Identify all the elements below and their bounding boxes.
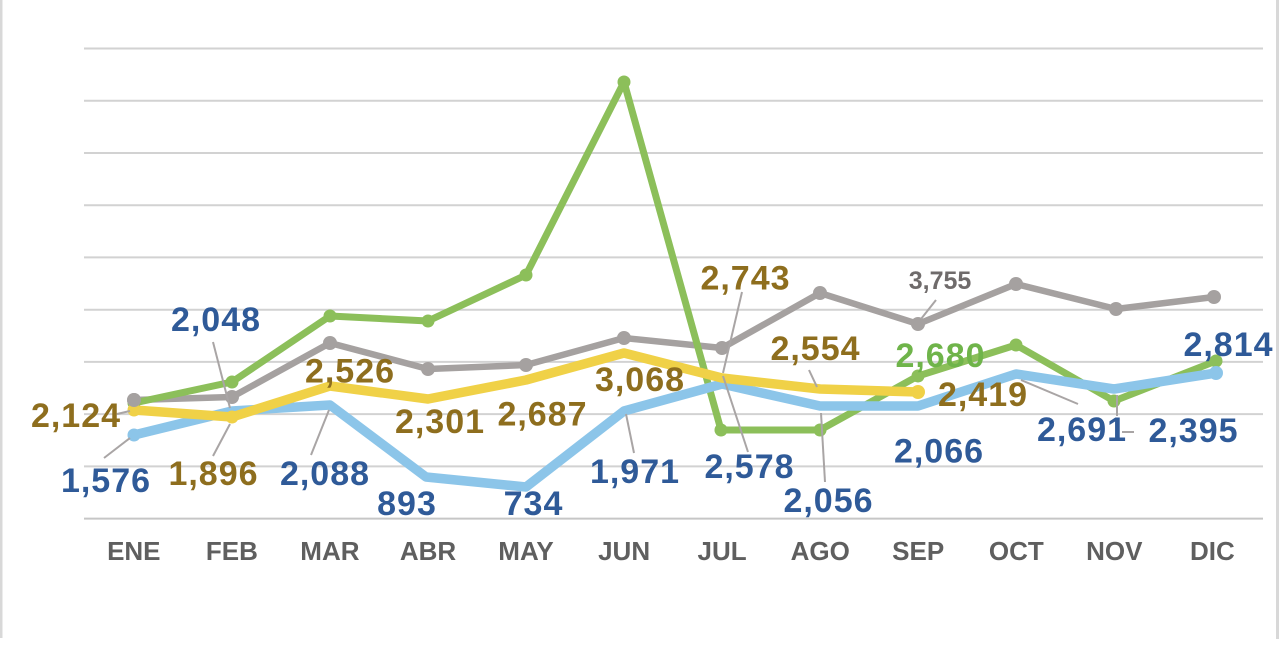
svg-text:2,124: 2,124 [31,397,121,435]
svg-text:2,066: 2,066 [894,433,984,471]
svg-text:ENE: ENE [107,536,160,566]
svg-text:2,301: 2,301 [395,403,485,441]
svg-text:DIC: DIC [1190,536,1235,566]
svg-text:MAR: MAR [300,536,359,566]
svg-text:2,395: 2,395 [1148,412,1238,450]
svg-text:2,687: 2,687 [497,396,587,434]
svg-text:MAY: MAY [498,536,553,566]
svg-text:ABR: ABR [400,536,457,566]
svg-text:734: 734 [504,485,564,523]
svg-text:OCT: OCT [989,536,1044,566]
svg-text:1,971: 1,971 [590,453,680,491]
svg-text:FEB: FEB [206,536,258,566]
svg-text:2,048: 2,048 [171,301,261,339]
svg-text:3,068: 3,068 [595,361,685,399]
svg-text:893: 893 [377,485,437,523]
svg-text:1,576: 1,576 [61,462,151,500]
svg-text:JUL: JUL [698,536,747,566]
svg-text:NOV: NOV [1086,536,1143,566]
svg-text:2,680: 2,680 [895,337,985,375]
svg-text:2,743: 2,743 [700,259,790,297]
svg-text:2,056: 2,056 [783,482,873,520]
svg-text:SEP: SEP [892,536,944,566]
svg-text:2,814: 2,814 [1183,326,1273,364]
svg-text:2,088: 2,088 [280,455,370,493]
svg-text:2,419: 2,419 [938,376,1028,414]
svg-text:2,554: 2,554 [770,330,860,368]
svg-text:2,691: 2,691 [1037,411,1127,449]
svg-text:JUN: JUN [598,536,650,566]
svg-text:3,755: 3,755 [909,267,972,295]
svg-text:AGO: AGO [791,536,850,566]
svg-text:1,896: 1,896 [168,455,258,493]
svg-text:2,578: 2,578 [704,448,794,486]
svg-text:2,526: 2,526 [305,352,395,390]
